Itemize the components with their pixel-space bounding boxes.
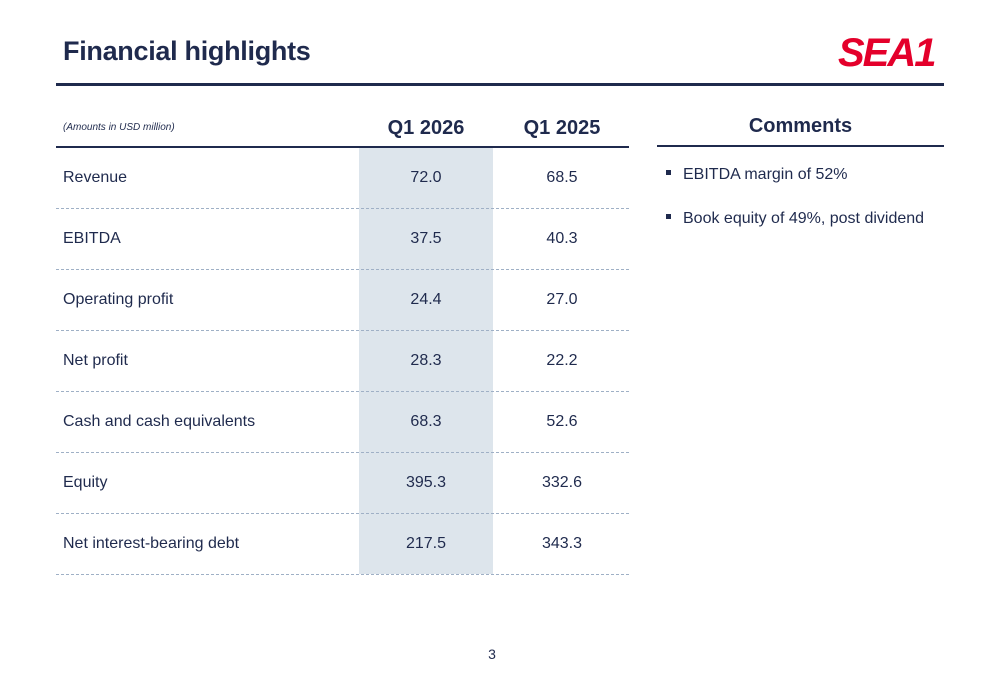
comment-item: EBITDA margin of 52% bbox=[666, 166, 848, 184]
row-label: EBITDA bbox=[63, 230, 121, 247]
sea1-logo: SEA1 bbox=[838, 30, 946, 74]
bullet-square-icon bbox=[666, 170, 671, 176]
logo-text: SEA1 bbox=[838, 31, 935, 74]
current-quarter-highlight bbox=[359, 147, 493, 574]
comments-rule bbox=[657, 145, 944, 147]
row-label: Revenue bbox=[63, 169, 128, 186]
column-header-q1-2025: Q1 2025 bbox=[523, 117, 601, 139]
value-q1-2026: 395.3 bbox=[405, 474, 447, 491]
value-q1-2025: 68.5 bbox=[546, 169, 578, 186]
table-row: Revenue 72.0 68.5 bbox=[56, 147, 629, 209]
value-q1-2026: 24.4 bbox=[410, 291, 442, 308]
column-header-q1-2026: Q1 2026 bbox=[387, 117, 465, 139]
header-rule bbox=[56, 83, 944, 86]
comment-item: Book equity of 49%, post dividend bbox=[666, 210, 924, 228]
value-q1-2025: 27.0 bbox=[546, 291, 578, 308]
comment-text: Book equity of 49%, post dividend bbox=[683, 210, 925, 227]
row-label: Net profit bbox=[63, 352, 128, 369]
value-q1-2025: 332.6 bbox=[541, 474, 583, 491]
page-title: Financial highlights bbox=[63, 36, 311, 66]
table-row: Equity 395.3 332.6 bbox=[56, 452, 629, 514]
value-q1-2026: 28.3 bbox=[410, 352, 442, 369]
bullet-square-icon bbox=[666, 214, 671, 220]
page-number: 3 bbox=[488, 646, 496, 662]
value-q1-2026: 72.0 bbox=[410, 169, 442, 186]
table-row: EBITDA 37.5 40.3 bbox=[56, 208, 629, 270]
comments-heading: Comments bbox=[748, 115, 853, 137]
value-q1-2026: 37.5 bbox=[410, 230, 442, 247]
row-label: Cash and cash equivalents bbox=[63, 413, 256, 430]
table-row: Net interest-bearing debt 217.5 343.3 bbox=[56, 513, 629, 575]
value-q1-2026: 217.5 bbox=[405, 535, 447, 552]
amounts-note: (Amounts in USD million) bbox=[63, 122, 175, 133]
logo-graphic: SEA1 bbox=[838, 31, 937, 74]
table-row: Operating profit 24.4 27.0 bbox=[56, 269, 629, 331]
comment-text: EBITDA margin of 52% bbox=[683, 166, 848, 183]
value-q1-2025: 52.6 bbox=[546, 413, 578, 430]
value-q1-2025: 40.3 bbox=[546, 230, 578, 247]
table-row: Cash and cash equivalents 68.3 52.6 bbox=[56, 391, 629, 453]
value-q1-2025: 22.2 bbox=[546, 352, 578, 369]
table-header-rule bbox=[56, 146, 629, 148]
row-label: Equity bbox=[63, 474, 108, 491]
table-row: Net profit 28.3 22.2 bbox=[56, 330, 629, 392]
row-label: Net interest-bearing debt bbox=[63, 535, 240, 552]
value-q1-2026: 68.3 bbox=[410, 413, 442, 430]
row-label: Operating profit bbox=[63, 291, 174, 308]
value-q1-2025: 343.3 bbox=[541, 535, 583, 552]
